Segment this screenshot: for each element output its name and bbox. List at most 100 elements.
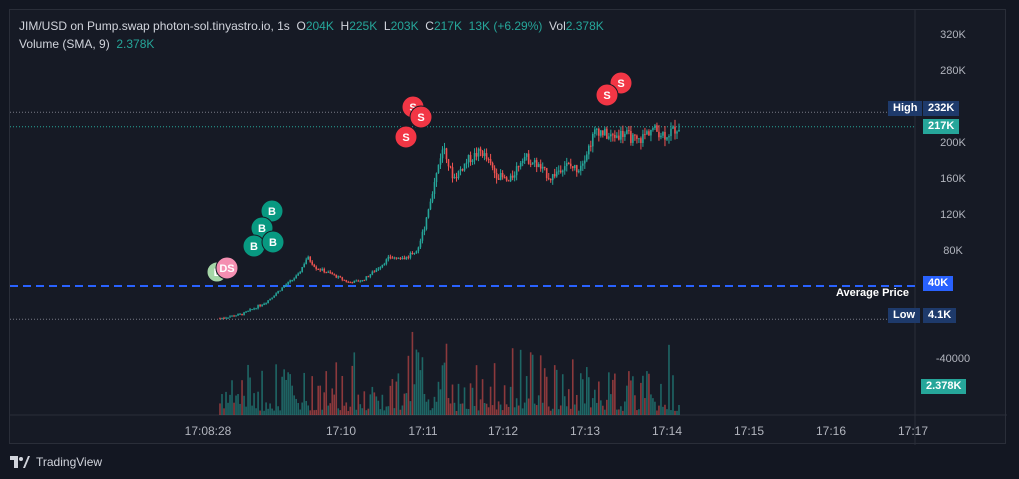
volume-bar — [672, 375, 674, 415]
sell-marker[interactable]: S — [394, 125, 418, 149]
candle-body — [221, 317, 223, 319]
candle-body — [459, 169, 462, 172]
volume-bar — [483, 402, 486, 415]
price-chart[interactable]: 320K 280K 200K 160K 120K 80K -40000 17:08:28 17:… — [10, 10, 1007, 445]
volume-bar — [333, 394, 336, 415]
volume-bar — [491, 405, 494, 415]
candle-body — [435, 173, 438, 183]
candle-body — [267, 300, 269, 304]
volume-bar — [411, 331, 414, 415]
volume-bar — [351, 365, 354, 415]
candle-body — [479, 148, 482, 151]
candle-body — [547, 178, 550, 180]
candle-body — [311, 261, 313, 265]
buy-marker[interactable]: B — [260, 199, 284, 223]
sell-marker[interactable]: S — [409, 105, 433, 129]
volume-bar — [632, 376, 634, 415]
last-price-tag: 217K — [923, 119, 960, 134]
volume-bar — [387, 406, 390, 415]
volume-bar — [495, 409, 498, 415]
volume-bar — [559, 405, 562, 415]
volume-bar — [279, 410, 281, 415]
volume-bar — [670, 410, 672, 415]
candle-body — [563, 166, 566, 171]
candle-body — [413, 253, 416, 255]
volume-bar — [291, 385, 293, 415]
volume-bar — [592, 398, 594, 415]
candle-body — [455, 177, 458, 179]
candle-body — [487, 159, 490, 161]
volume-bar — [245, 406, 247, 415]
volume-bar — [221, 394, 223, 415]
volume-bar — [648, 373, 650, 415]
volume-bar — [435, 401, 438, 415]
candle-body — [557, 170, 560, 172]
buy-marker[interactable]: B — [242, 234, 266, 258]
volume-bar — [415, 349, 418, 415]
candle-body — [309, 256, 311, 262]
volume-bar — [549, 410, 552, 415]
volume-bar — [469, 383, 472, 415]
volume-bar — [519, 349, 522, 415]
volume-bar — [678, 404, 680, 415]
candle-body — [642, 134, 644, 144]
volume-bar — [297, 403, 299, 415]
volume-bar — [383, 410, 386, 415]
volume-bar — [614, 373, 616, 415]
sell-marker[interactable]: S — [595, 83, 619, 107]
candle-body — [229, 316, 231, 318]
candle-body — [640, 138, 642, 144]
volume-bar — [618, 409, 620, 415]
volume-bar — [477, 410, 480, 415]
candle-body — [551, 174, 554, 181]
volume-bar — [275, 364, 277, 415]
volume-bar — [281, 376, 283, 415]
volume-bar — [227, 402, 229, 415]
volume-bar — [575, 394, 578, 415]
candle-body — [471, 160, 474, 163]
candle-body — [301, 267, 303, 272]
tradingview-logo[interactable]: TradingView — [10, 455, 102, 469]
volume-bar — [487, 407, 490, 415]
volume-bar — [646, 371, 648, 415]
candle-body — [285, 284, 287, 287]
price-tick-label: 200K — [940, 137, 966, 149]
vol-label: Vol — [549, 19, 566, 33]
volume-bar — [421, 357, 424, 415]
volume-bar — [303, 372, 305, 415]
candle-body — [497, 178, 500, 180]
volume-bar — [590, 407, 592, 415]
high-price-tag: 232K — [923, 101, 960, 116]
volume-bar — [359, 404, 362, 415]
candle-body — [277, 291, 279, 294]
volume-bar — [660, 383, 662, 415]
candle-body — [273, 295, 275, 298]
candle-body — [279, 290, 281, 292]
buy-marker[interactable]: B — [261, 230, 285, 254]
chart-frame[interactable]: 320K 280K 200K 160K 120K 80K -40000 17:08:28 17:… — [9, 9, 1007, 445]
volume-bar — [499, 404, 502, 415]
candle-body — [453, 177, 456, 179]
volume-bar — [485, 403, 488, 415]
volume-bar — [563, 396, 566, 415]
candle-body — [620, 130, 622, 140]
dev-sell-marker[interactable]: DS — [215, 256, 239, 280]
candle-body — [353, 280, 356, 283]
candle-body — [638, 138, 640, 140]
volume-bar — [335, 362, 338, 415]
volume-bar — [571, 359, 574, 415]
volume-bar — [385, 406, 388, 415]
volume-bar — [389, 385, 392, 415]
volume-legend[interactable]: Volume (SMA, 9) 2.378K — [19, 37, 154, 51]
volume-bar — [479, 399, 482, 415]
volume-bar — [413, 384, 416, 415]
volume-bar — [509, 386, 512, 415]
volume-bar — [616, 409, 618, 415]
volume-bar — [431, 408, 434, 415]
volume-bar — [371, 386, 374, 415]
candle-body — [555, 171, 558, 177]
volume-bar — [497, 401, 500, 415]
candle-body — [451, 167, 454, 179]
candle-body — [622, 130, 624, 137]
candle-body — [427, 209, 430, 218]
